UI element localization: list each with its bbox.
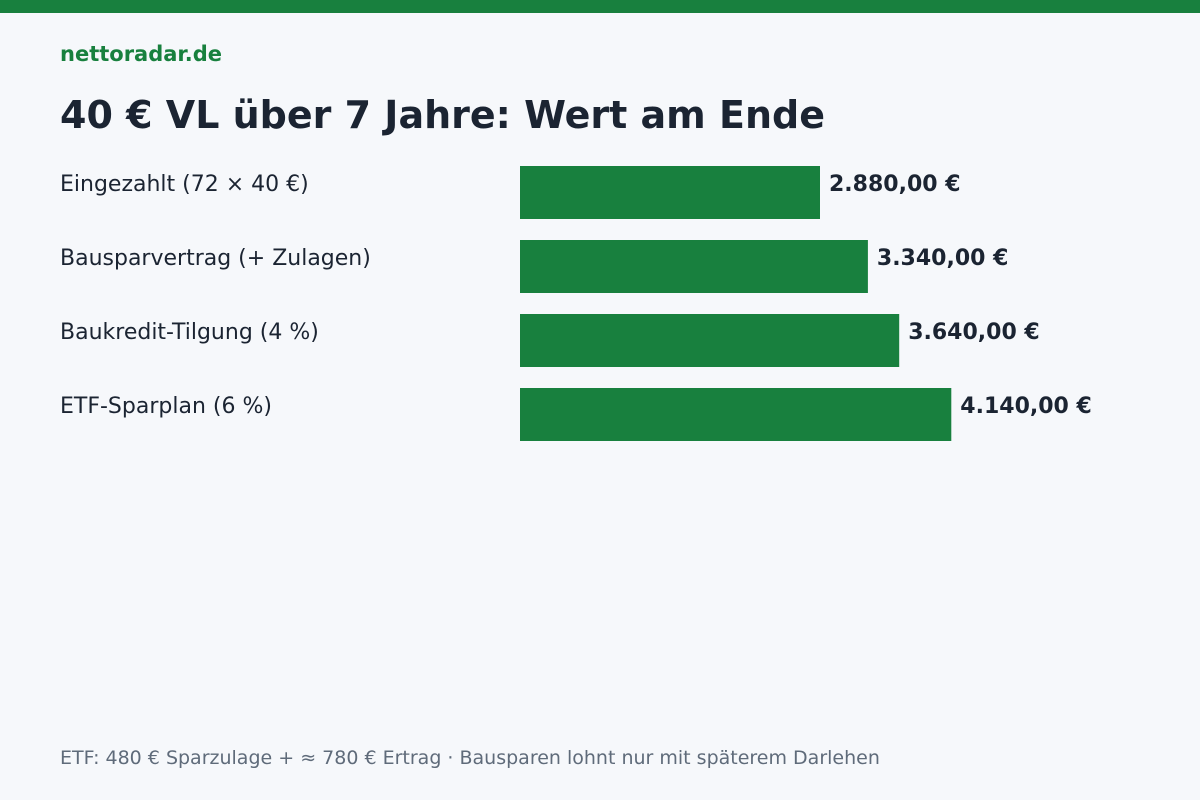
value-label: 3.640,00 € [908, 320, 1040, 345]
category-label: ETF-Sparplan (6 %) [60, 394, 272, 419]
bar [520, 166, 820, 219]
bar [520, 314, 900, 367]
top-accent-stripe [0, 0, 1200, 13]
category-label: Bausparvertrag (+ Zulagen) [60, 246, 371, 271]
value-label: 2.880,00 € [829, 172, 961, 197]
footnote: ETF: 480 € Sparzulage + ≈ 780 € Ertrag ·… [60, 747, 880, 769]
bar [520, 240, 868, 293]
category-label: Eingezahlt (72 × 40 €) [60, 172, 309, 197]
category-label: Baukredit-Tilgung (4 %) [60, 320, 319, 345]
value-label: 3.340,00 € [877, 246, 1009, 271]
value-label: 4.140,00 € [960, 394, 1092, 419]
bar [520, 388, 952, 441]
chart-title: 40 € VL über 7 Jahre: Wert am Ende [60, 93, 825, 137]
brand-name: nettoradar.de [60, 42, 223, 66]
